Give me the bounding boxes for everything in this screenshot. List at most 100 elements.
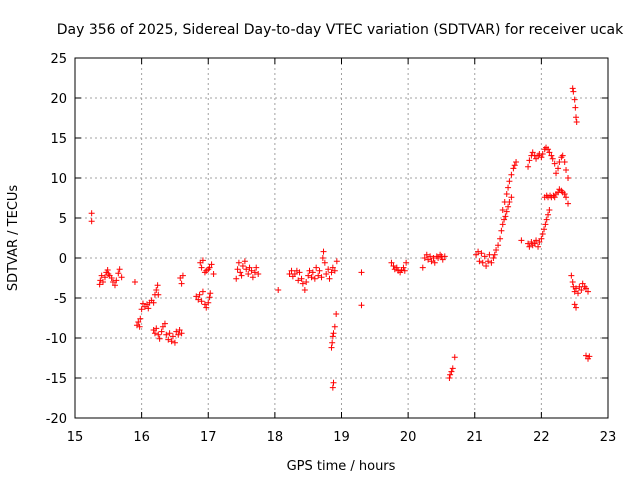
data-point [326, 275, 333, 282]
data-point [154, 282, 161, 289]
data-point [245, 271, 252, 277]
data-point [403, 259, 410, 266]
data-point [323, 271, 330, 277]
data-point [490, 255, 497, 261]
data-point [237, 269, 244, 276]
data-point [502, 213, 509, 220]
data-point [553, 170, 560, 177]
data-point [401, 267, 408, 274]
data-point [578, 287, 585, 293]
data-point [576, 283, 583, 290]
data-point [539, 231, 546, 237]
data-point [526, 243, 533, 250]
data-point [508, 171, 515, 178]
data-point [573, 285, 580, 292]
data-point [153, 287, 160, 293]
data-point [569, 279, 576, 285]
data-point [145, 305, 152, 312]
x-tick-label: 20 [400, 430, 417, 445]
data-point [503, 191, 510, 197]
x-tick-label: 18 [267, 430, 284, 445]
data-point [137, 315, 144, 322]
y-tick-label: 10 [50, 172, 67, 187]
data-point [333, 258, 340, 265]
data-point [497, 235, 504, 242]
data-point [525, 240, 532, 247]
x-axis-label: GPS time / hours [287, 459, 396, 474]
data-point [113, 277, 120, 284]
data-point [573, 119, 580, 125]
data-point [571, 288, 578, 295]
data-point [510, 165, 517, 172]
data-point [538, 154, 545, 161]
data-point [493, 247, 500, 253]
data-point [486, 251, 493, 258]
data-point [499, 207, 506, 213]
data-point [449, 365, 456, 372]
data-point [178, 330, 185, 337]
data-point [565, 175, 572, 181]
data-point [309, 269, 316, 276]
data-point [570, 88, 577, 95]
data-point [488, 259, 495, 266]
data-point [476, 258, 483, 265]
data-point [583, 352, 590, 359]
data-point [109, 279, 116, 285]
data-point [551, 160, 558, 167]
data-point [104, 267, 111, 273]
data-point [305, 272, 312, 279]
x-tick-label: 21 [466, 430, 483, 445]
data-point [579, 280, 586, 287]
y-tick-label: -5 [54, 292, 67, 307]
data-point [525, 163, 532, 170]
y-tick-label: -20 [46, 412, 67, 427]
x-tick-label: 22 [533, 430, 550, 445]
data-point [543, 216, 550, 223]
data-point [538, 235, 545, 242]
data-point [400, 264, 407, 271]
data-point [249, 274, 256, 281]
data-point [325, 266, 332, 273]
data-point [503, 208, 510, 215]
data-point [331, 323, 338, 330]
data-point [501, 216, 508, 223]
data-point [441, 253, 448, 260]
data-point [565, 200, 572, 207]
x-tick-label: 15 [67, 430, 84, 445]
data-point [569, 85, 576, 92]
data-point [508, 194, 515, 201]
data-point [88, 218, 95, 225]
data-point [296, 269, 303, 276]
data-point [173, 328, 180, 335]
data-point [571, 96, 578, 103]
data-point [549, 155, 556, 162]
data-point [131, 279, 138, 285]
data-point [201, 301, 208, 308]
x-tick-label: 23 [600, 430, 617, 445]
data-point [535, 243, 542, 250]
data-point [169, 333, 176, 340]
data-point [330, 379, 337, 386]
data-point [539, 151, 546, 157]
data-point [435, 255, 442, 261]
data-point [479, 259, 486, 266]
data-point [150, 299, 157, 306]
data-point [390, 263, 397, 269]
data-point [206, 264, 213, 271]
data-point [425, 256, 432, 263]
data-point [555, 165, 562, 172]
data-point [513, 159, 520, 165]
data-point [358, 302, 365, 309]
data-point [545, 146, 552, 153]
data-point [156, 335, 163, 342]
data-point [275, 287, 282, 293]
data-point [446, 375, 453, 381]
data-point [205, 299, 212, 306]
data-point [328, 269, 335, 276]
y-tick-label: 0 [59, 252, 67, 267]
data-point [195, 296, 202, 303]
data-point [427, 253, 434, 260]
data-point [171, 339, 178, 346]
data-point [491, 251, 498, 258]
data-point [505, 184, 512, 191]
